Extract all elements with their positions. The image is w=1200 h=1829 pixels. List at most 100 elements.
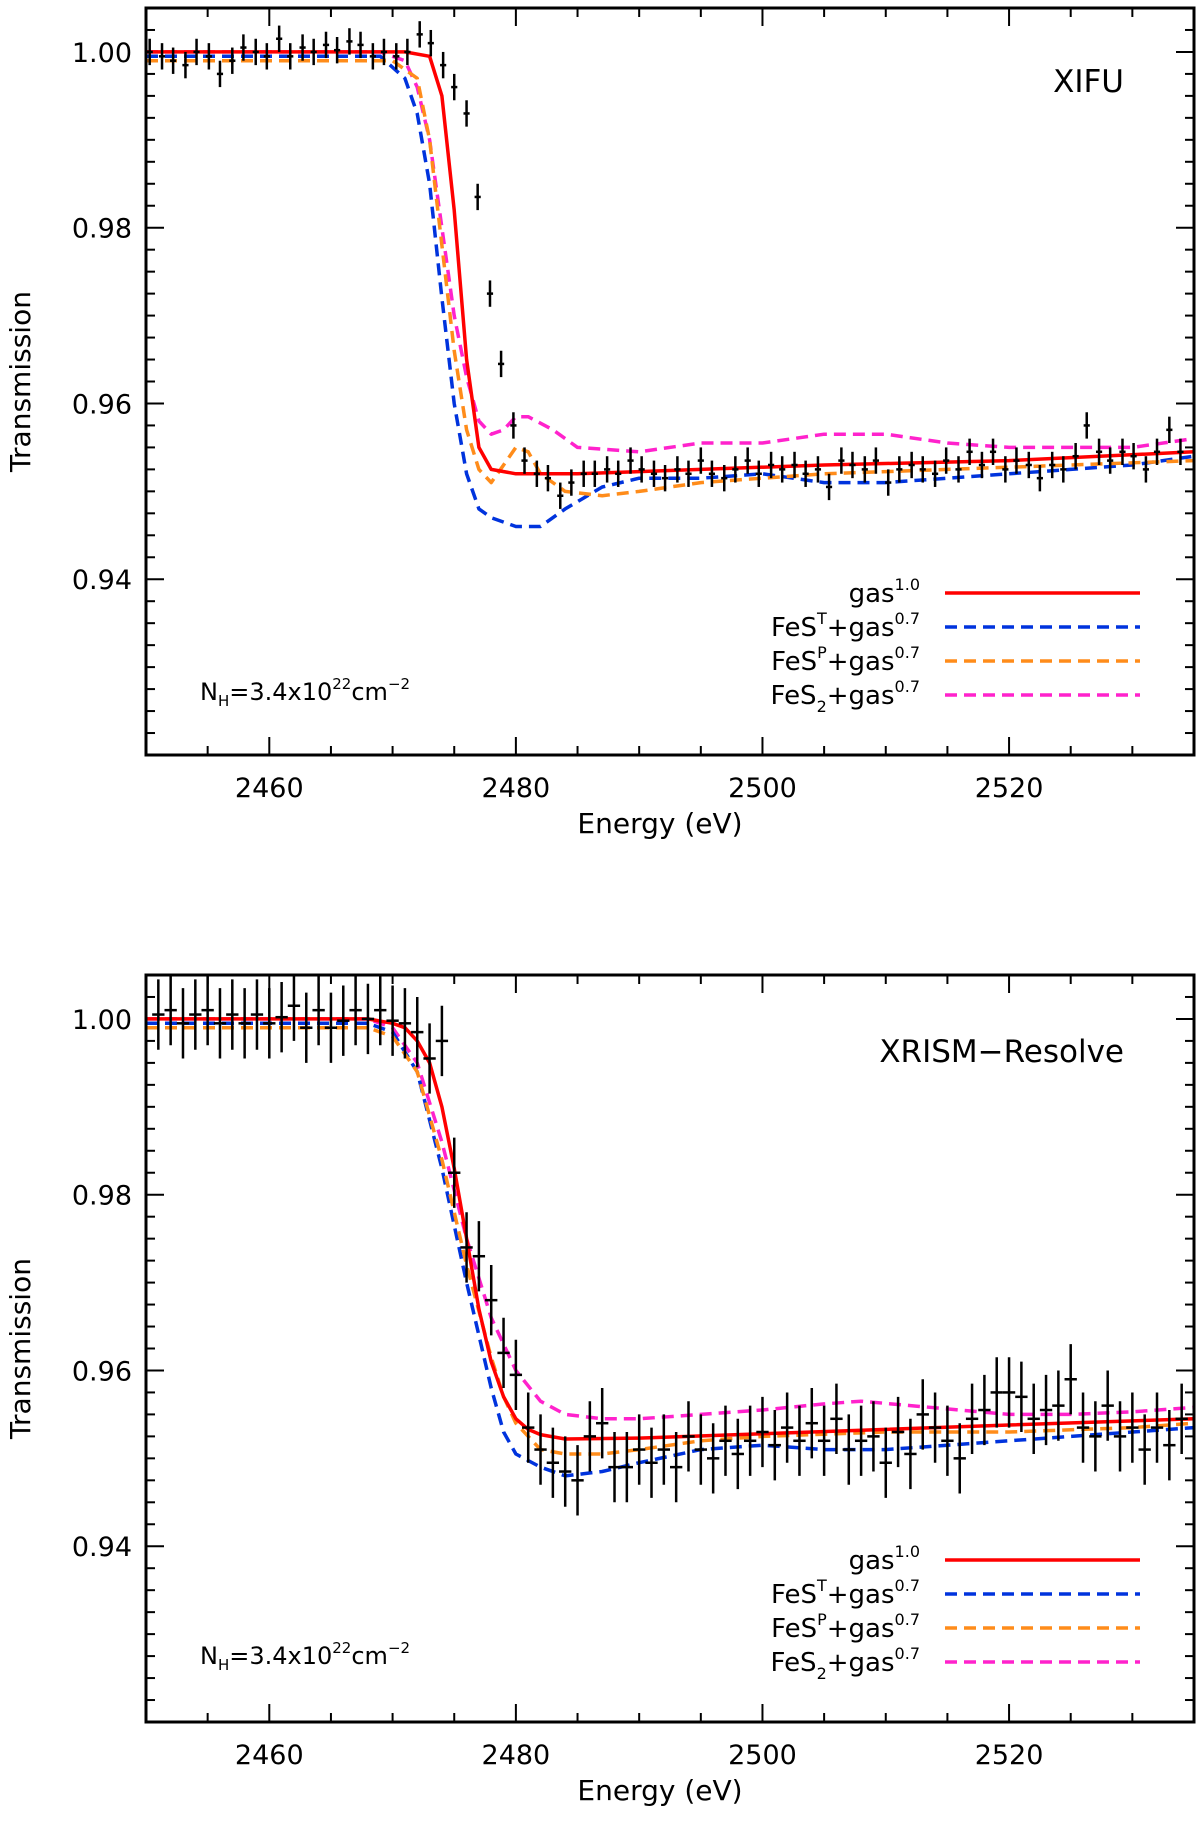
data-point [928,1392,942,1463]
data-point [1060,456,1067,483]
data-point [497,1317,510,1389]
data-point [682,1401,695,1472]
y-axis-label: Transmission [4,1258,37,1440]
data-point [620,1431,634,1503]
data-point [633,1414,646,1485]
data-point [263,988,276,1059]
data-point [697,447,704,474]
data-point [978,1374,991,1446]
data-point [263,43,270,70]
data-point [357,31,364,59]
data-point [756,1396,769,1468]
data-point [719,1405,732,1476]
data-point [170,47,177,74]
y-tick-label: 0.98 [72,1181,132,1212]
data-point [805,1388,818,1459]
x-tick-label: 2480 [482,773,551,804]
data-point [427,29,434,57]
data-point [768,1410,781,1481]
panel-label: XRISM−Resolve [879,1034,1124,1070]
column-density-annotation: NH=3.4x1022cm−2 [200,1639,410,1674]
data-point [780,1392,794,1463]
data-point [1166,416,1173,444]
legend-label: FeS2+gas0.7 [771,1644,920,1683]
legend-label: FeST+gas0.7 [771,1576,920,1610]
series-line-3 [146,58,1194,498]
x-tick-label: 2460 [235,1740,304,1771]
data-point [276,25,283,52]
data-point [361,983,375,1055]
data-point [596,1388,609,1459]
x-tick-label: 2500 [728,773,797,804]
chart-panel-1: 2460 2480 2500 2520 0.94 0.96 0.98 1.00 Energy (… [4,6,1196,840]
data-point [861,456,868,483]
chart-panel-2: 2460 2480 2500 2520 0.94 0.96 0.98 1.00 Energy (… [4,973,1196,1807]
legend-label: FeS2+gas0.7 [771,677,920,716]
data-point [989,438,997,465]
data-point [1052,1370,1065,1441]
data-point [650,460,658,487]
data-point [486,280,494,307]
data-point [337,985,350,1056]
data-point [978,451,986,479]
plot-frame [144,6,1196,757]
data-point [867,1401,880,1472]
data-point [830,1383,843,1454]
data-point [965,1383,979,1454]
data-point [374,975,387,1046]
data-point [398,988,412,1059]
data-point [685,460,692,487]
data-point [300,992,313,1063]
data-point [919,456,926,483]
data-point [346,28,353,55]
data-point [164,975,177,1046]
data-point [189,979,202,1050]
legend-label: gas1.0 [849,575,920,609]
data-point [369,43,376,70]
data-point [393,43,400,70]
data-point [604,456,611,483]
data-point [706,1423,720,1494]
data-point [250,979,264,1050]
data-point [404,38,411,66]
data-point [1039,1374,1053,1446]
data-point [854,1405,868,1476]
y-tick-label: 0.98 [72,214,132,245]
data-point [1027,1383,1040,1454]
data-point [322,31,330,59]
data-point [755,460,762,487]
data-point [522,1392,535,1463]
data-point [240,34,247,61]
y-tick-label: 0.96 [72,1356,132,1387]
x-tick-label: 2520 [975,773,1044,804]
data-point [791,451,798,479]
data-point [731,1418,744,1490]
data-point [1175,1383,1188,1454]
data-point [1036,464,1043,492]
data-point [825,473,833,501]
data-point [1013,447,1020,474]
data-point [448,1137,461,1208]
data-point [817,1405,831,1476]
data-point [472,1221,486,1292]
data-point [591,460,598,487]
model-curves [146,50,1194,529]
data-point [1076,1392,1090,1463]
data-point [287,975,301,1041]
data-point [182,51,189,79]
legend-label: gas1.0 [849,1542,920,1576]
legend-label: FeST+gas0.7 [771,609,920,643]
data-point [158,43,166,70]
data-point [891,1396,905,1468]
data-point [1150,1392,1164,1463]
data-point [721,464,728,492]
data-point [1002,456,1009,483]
data-point [324,992,338,1063]
legend-label: FeSP+gas0.7 [771,643,920,677]
data-points [152,975,1188,1516]
data-point [1138,1414,1151,1485]
data-point [908,451,915,479]
x-axis-label: Energy (eV) [577,807,742,840]
x-axis-label: Energy (eV) [577,1774,742,1807]
